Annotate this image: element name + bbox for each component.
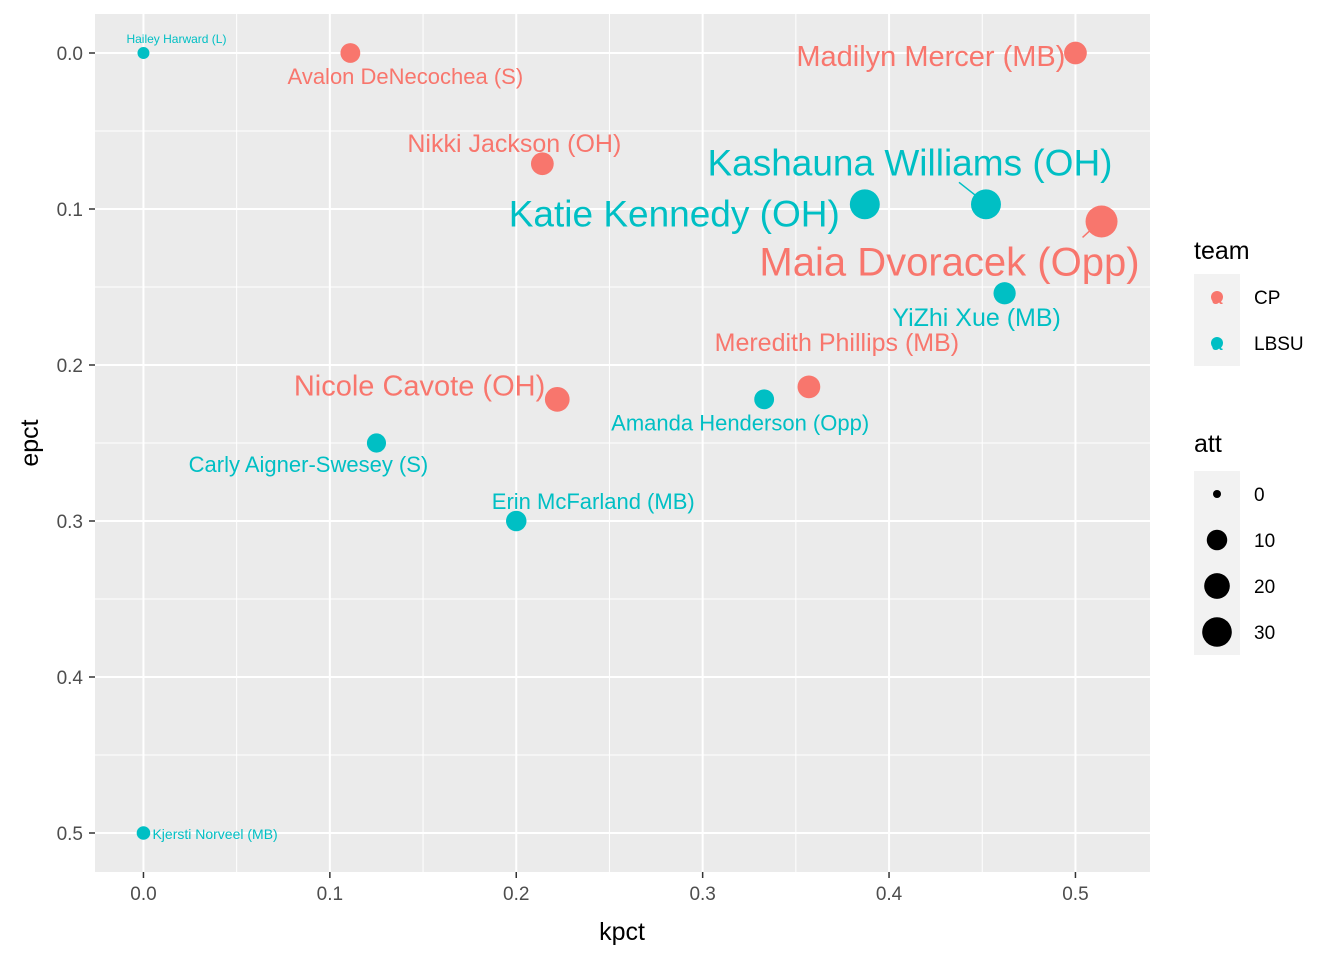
y-tick-label: 0.1	[57, 200, 83, 221]
legend-entry-label: 30	[1254, 623, 1275, 644]
point-label: Kjersti Norveel (MB)	[152, 826, 277, 842]
x-tick-label: 0.5	[1062, 884, 1088, 905]
data-point	[993, 282, 1016, 305]
data-point	[506, 510, 527, 532]
gridlines	[95, 14, 1150, 872]
y-tick-label: 0.2	[57, 356, 83, 377]
point-label: Carly Aigner-Swesey (S)	[189, 452, 429, 477]
legend-entry-label: CP	[1254, 288, 1280, 309]
x-axis: 0.0 0.1 0.2 0.3 0.4 0.5	[130, 872, 1089, 905]
point-label: Nicole Cavote (OH)	[294, 370, 545, 402]
x-tick-label: 0.2	[503, 884, 529, 905]
data-point	[1085, 205, 1118, 238]
x-axis-title: kpct	[599, 918, 645, 946]
label-leader-line	[958, 181, 979, 198]
point-label: Meredith Phillips (MB)	[715, 329, 960, 357]
legend-size-point	[1204, 573, 1230, 599]
x-tick-label: 0.4	[876, 884, 903, 905]
data-point	[136, 826, 151, 840]
x-tick-label: 0.1	[317, 884, 343, 905]
y-axis-title: epct	[16, 419, 44, 466]
point-label: Avalon DeNecochea (S)	[288, 64, 524, 89]
y-tick-label: 0.3	[57, 512, 83, 533]
point-label: Katie Kennedy (OH)	[509, 193, 840, 234]
point-label: YiZhi Xue (MB)	[892, 304, 1061, 332]
point-labels: Hailey Harward (L) Avalon DeNecochea (S) M…	[126, 32, 1139, 842]
legend-entry-label: 20	[1254, 577, 1275, 598]
y-tick-label: 0.0	[57, 44, 83, 65]
legend-att: att 0 10 20 30	[1194, 430, 1275, 655]
legend-key-point	[1211, 337, 1223, 349]
data-points	[136, 41, 1118, 840]
data-point	[366, 433, 387, 453]
data-point	[530, 152, 554, 176]
data-point	[754, 389, 775, 410]
label-leader-line	[1082, 225, 1096, 239]
data-point	[849, 189, 880, 220]
legend-att-title: att	[1194, 430, 1222, 458]
legend-team-title: team	[1194, 237, 1250, 265]
data-point	[970, 189, 1001, 220]
point-label: Maia Dvoracek (Opp)	[759, 240, 1139, 284]
y-tick-label: 0.4	[57, 668, 84, 689]
legend-size-point	[1206, 529, 1228, 551]
legend-size-point	[1213, 490, 1221, 498]
data-point	[1064, 41, 1087, 65]
point-label: Hailey Harward (L)	[126, 32, 226, 46]
legend-key-glyph: a	[1211, 287, 1223, 309]
data-point	[137, 47, 150, 59]
legend-entry-label: 10	[1254, 531, 1275, 552]
legend-key-point	[1211, 291, 1223, 303]
legend-entry-label: 0	[1254, 485, 1265, 506]
legend-entry-label: LBSU	[1254, 334, 1304, 355]
data-point	[340, 43, 361, 63]
legend-team: team a CP a LBSU	[1194, 237, 1304, 366]
point-label: Amanda Henderson (Opp)	[611, 410, 869, 435]
data-point	[544, 386, 570, 412]
x-tick-label: 0.0	[130, 884, 156, 905]
data-point	[797, 375, 821, 399]
legend-key-glyph: a	[1211, 333, 1223, 355]
legend-size-point	[1202, 617, 1232, 647]
point-label: Madilyn Mercer (MB)	[796, 41, 1065, 73]
y-tick-label: 0.5	[57, 824, 83, 845]
point-label: Nikki Jackson (OH)	[407, 130, 621, 158]
y-axis: 0.0 0.1 0.2 0.3 0.4 0.5	[57, 44, 95, 845]
x-tick-label: 0.3	[689, 884, 715, 905]
point-label: Erin McFarland (MB)	[492, 489, 695, 514]
point-label: Kashauna Williams (OH)	[707, 142, 1112, 183]
